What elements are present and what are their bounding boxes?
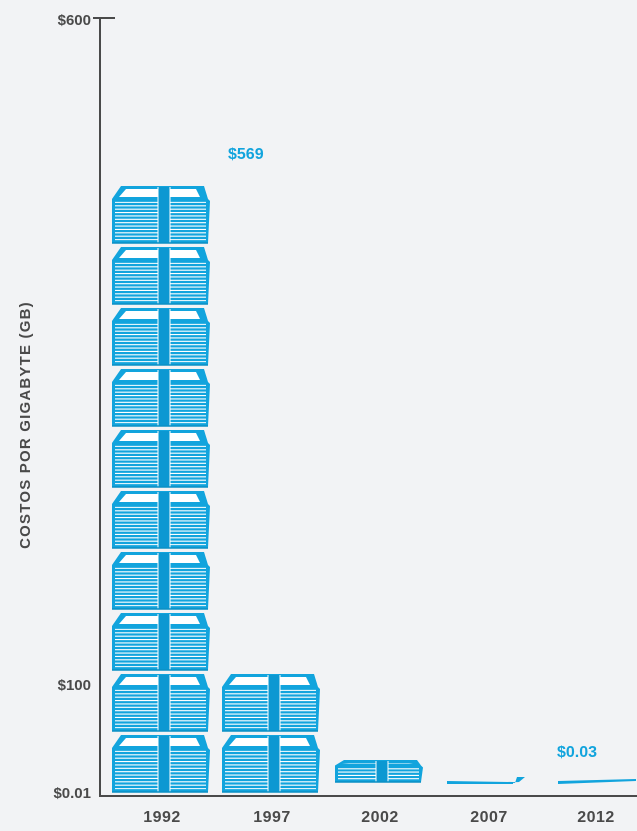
bundle-1997-1 (222, 735, 320, 793)
bundle-1992-8 (112, 308, 210, 366)
x-tick-label-2012: 2012 (577, 809, 615, 826)
bundle-1992-7 (112, 369, 210, 427)
y-tick-label-0-01: $0.01 (53, 785, 91, 802)
bundle-1992-9 (112, 247, 210, 305)
bundle-1992-4 (112, 552, 210, 610)
bill-2012 (558, 779, 636, 784)
bundle-1992-6 (112, 430, 210, 488)
bar-2002 (335, 760, 423, 783)
money-stacks (112, 186, 636, 793)
bundle-1992-5 (112, 491, 210, 549)
bundle-1992-2 (112, 674, 210, 732)
bar-2012 (558, 779, 636, 784)
x-tick-label-1992: 1992 (143, 809, 181, 826)
bundle-1997-2 (222, 674, 320, 732)
y-axis-title: COSTOS POR GIGABYTE (GB) (17, 301, 34, 549)
bundle-2002-1 (335, 760, 423, 783)
bundle-1992-10 (112, 186, 210, 244)
y-tick-label-100: $100 (58, 677, 91, 694)
bar-1992 (112, 186, 210, 793)
bar-2007 (447, 777, 525, 784)
data-label-1992: $569 (228, 146, 264, 163)
data-label-2012: $0.03 (557, 744, 597, 761)
bundle-1992-1 (112, 735, 210, 793)
x-tick-label-2002: 2002 (361, 809, 399, 826)
bundle-1992-3 (112, 613, 210, 671)
bar-1997 (222, 674, 320, 793)
x-tick-label-1997: 1997 (253, 809, 291, 826)
y-tick-label-600: $600 (58, 12, 91, 29)
x-tick-label-2007: 2007 (470, 809, 508, 826)
